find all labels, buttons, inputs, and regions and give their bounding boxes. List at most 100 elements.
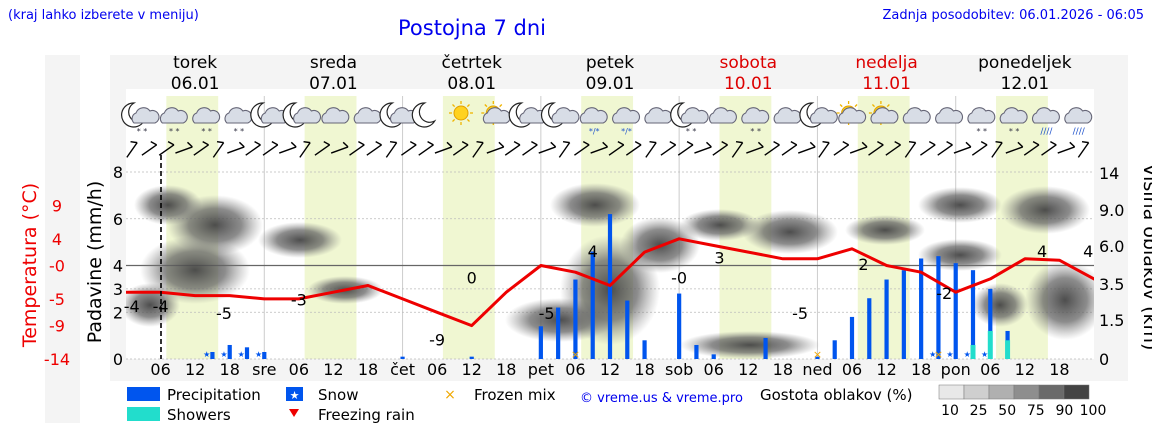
wind-shaft [126,142,138,158]
wind-shaft [937,144,953,156]
density-tick: 75 [1027,403,1045,419]
wind-barb [452,141,469,156]
frozen-mix-icon: × [444,387,456,403]
cloud-icon [902,107,931,124]
wind-shaft [1077,142,1090,158]
cloud-tick: 3.5 [1099,275,1124,294]
wind-feather [167,141,175,146]
left-axis-panel [45,55,80,423]
night-snow-icon: * * [121,102,160,136]
sun-ray [886,104,890,108]
precip-bar [936,256,941,359]
sleet-glyph: */* [621,127,632,136]
cloud-shape [870,107,899,124]
wind-barb [401,141,417,156]
wind-feather [476,140,484,144]
cloud-tick: 1.5 [1099,311,1124,330]
cloud-blob [918,239,1002,271]
moon-shape [121,102,146,128]
wind-feather [1050,141,1057,146]
wind-shaft [904,142,917,158]
frozen-mix-marker: × [813,348,822,361]
snowflake-glyph: * * [977,127,988,136]
temp-tick: -9 [49,317,65,336]
cloud-shape [999,107,1028,124]
rain-glyph: //// [1073,127,1086,137]
wind-shaft [175,146,193,154]
hour-tick: 18 [220,360,240,379]
wind-shaft [645,142,657,158]
cloud-icon [321,107,350,124]
legend-frozen-label: Frozen mix [474,386,556,404]
precip-bar [953,263,958,359]
wind-feather [1069,141,1076,148]
sun-cloud-icon [868,101,899,125]
cloud-blob [140,236,250,304]
temperature-label: -4 [153,297,169,316]
sun-ray [854,104,858,108]
precip-bar [849,316,855,359]
wind-shaft [746,146,764,154]
cloud-sleet-icon: */* [579,107,608,136]
snowflake-glyph: * * [686,127,697,136]
sun-ray [871,104,875,108]
wind-shaft [299,142,311,158]
wind-feather [1017,141,1024,148]
wind-shaft [418,144,434,156]
wind-feather [669,141,677,146]
legend: Precipitation Showers ★ Snow Freezing ra… [127,384,1106,424]
wind-feather [358,141,365,146]
moon-shape [508,102,534,128]
density-swatch [1063,384,1090,400]
wind-feather [187,141,193,148]
wind-barb [486,141,505,154]
wind-shaft [574,144,590,156]
wind-shaft [366,144,382,156]
wind-feather [271,141,279,146]
temperature-label: -0 [671,269,687,288]
cloud-tick: 9.0 [1099,201,1124,220]
day-name: nedelja [855,53,917,73]
day-name: ponedeljek [978,53,1072,73]
credit-link[interactable]: © vreme.us & vreme.pro [580,391,743,406]
cloud-shape [838,107,867,124]
wind-shaft [1041,144,1057,156]
hour-tick: 18 [358,360,378,379]
hour-tick: 18 [773,360,793,379]
wind-shaft [660,144,677,156]
day-abbr: čet [390,360,415,379]
time-axis-panel [126,359,1094,381]
wind-feather [550,141,557,148]
day-date: 08.01 [447,74,496,94]
temperature-label: -5 [216,304,232,323]
temp-tick: -14 [44,350,70,369]
wind-barb [472,140,484,158]
day-name: sobota [720,53,778,73]
wind-shaft [712,144,728,156]
snow-marker: ★ [220,350,227,359]
wind-shaft [868,144,884,156]
wind-barb [904,140,917,158]
wind-barb [574,141,590,156]
wind-shaft [590,146,608,154]
wind-barb [818,140,830,158]
day-name: petek [586,53,634,73]
temperature-label: 4 [1037,242,1047,261]
snow-marker: ★ [255,350,262,359]
cloud-shape [551,107,580,124]
legend-precip-swatch [127,387,160,401]
night-snow-icon: * * [670,102,709,136]
precip-bar [763,337,768,359]
cloud-shape [579,107,608,124]
wind-shaft [625,144,642,156]
wind-feather [877,141,884,146]
wind-barb [227,141,245,154]
wind-feather [928,141,936,146]
wind-barb [798,141,816,154]
cloud-snow-icon: * * [999,107,1028,136]
wind-barb [625,141,642,156]
wind-barb [418,141,434,156]
wind-feather [202,141,209,146]
wind-shaft [764,144,780,156]
wind-shaft [971,144,988,156]
